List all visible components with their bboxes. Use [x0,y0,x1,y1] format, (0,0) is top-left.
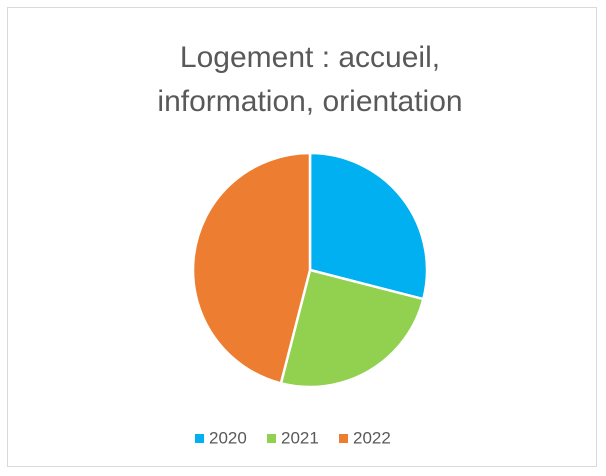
pie-slice [308,151,429,301]
legend-label: 2022 [353,428,391,447]
legend-swatch [339,434,348,443]
pie-slice [279,268,425,389]
pie-slice [191,151,312,385]
chart-frame [7,7,597,467]
legend-label: 2020 [209,428,247,447]
legend-label: 2021 [281,428,319,447]
legend-swatch [195,434,204,443]
chart-title: Logement : accueil, information, orienta… [157,41,463,118]
legend-swatch [267,434,276,443]
